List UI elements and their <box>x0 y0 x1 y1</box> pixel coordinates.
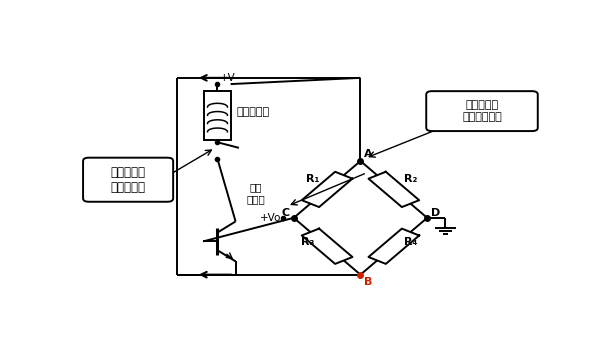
Text: +Vo: +Vo <box>260 213 282 223</box>
Text: R₄: R₄ <box>404 237 418 247</box>
Text: R₂: R₂ <box>404 175 418 184</box>
Text: 将温度信号
转换为电信号: 将温度信号 转换为电信号 <box>462 100 502 122</box>
Text: R₁: R₁ <box>306 175 319 184</box>
Text: 继电器线圈: 继电器线圈 <box>236 108 269 117</box>
FancyBboxPatch shape <box>426 91 538 131</box>
Text: C: C <box>282 208 290 219</box>
Text: B: B <box>364 277 373 287</box>
Text: 热敏
电阔器: 热敏 电阔器 <box>246 182 265 204</box>
Text: D: D <box>431 208 440 219</box>
FancyBboxPatch shape <box>83 158 173 202</box>
Text: +V: +V <box>220 73 236 83</box>
Text: A: A <box>364 149 373 159</box>
Bar <box>204 91 231 140</box>
Text: 控制压缩机
运转或停止: 控制压缩机 运转或停止 <box>111 166 146 194</box>
Text: R₃: R₃ <box>301 237 314 247</box>
